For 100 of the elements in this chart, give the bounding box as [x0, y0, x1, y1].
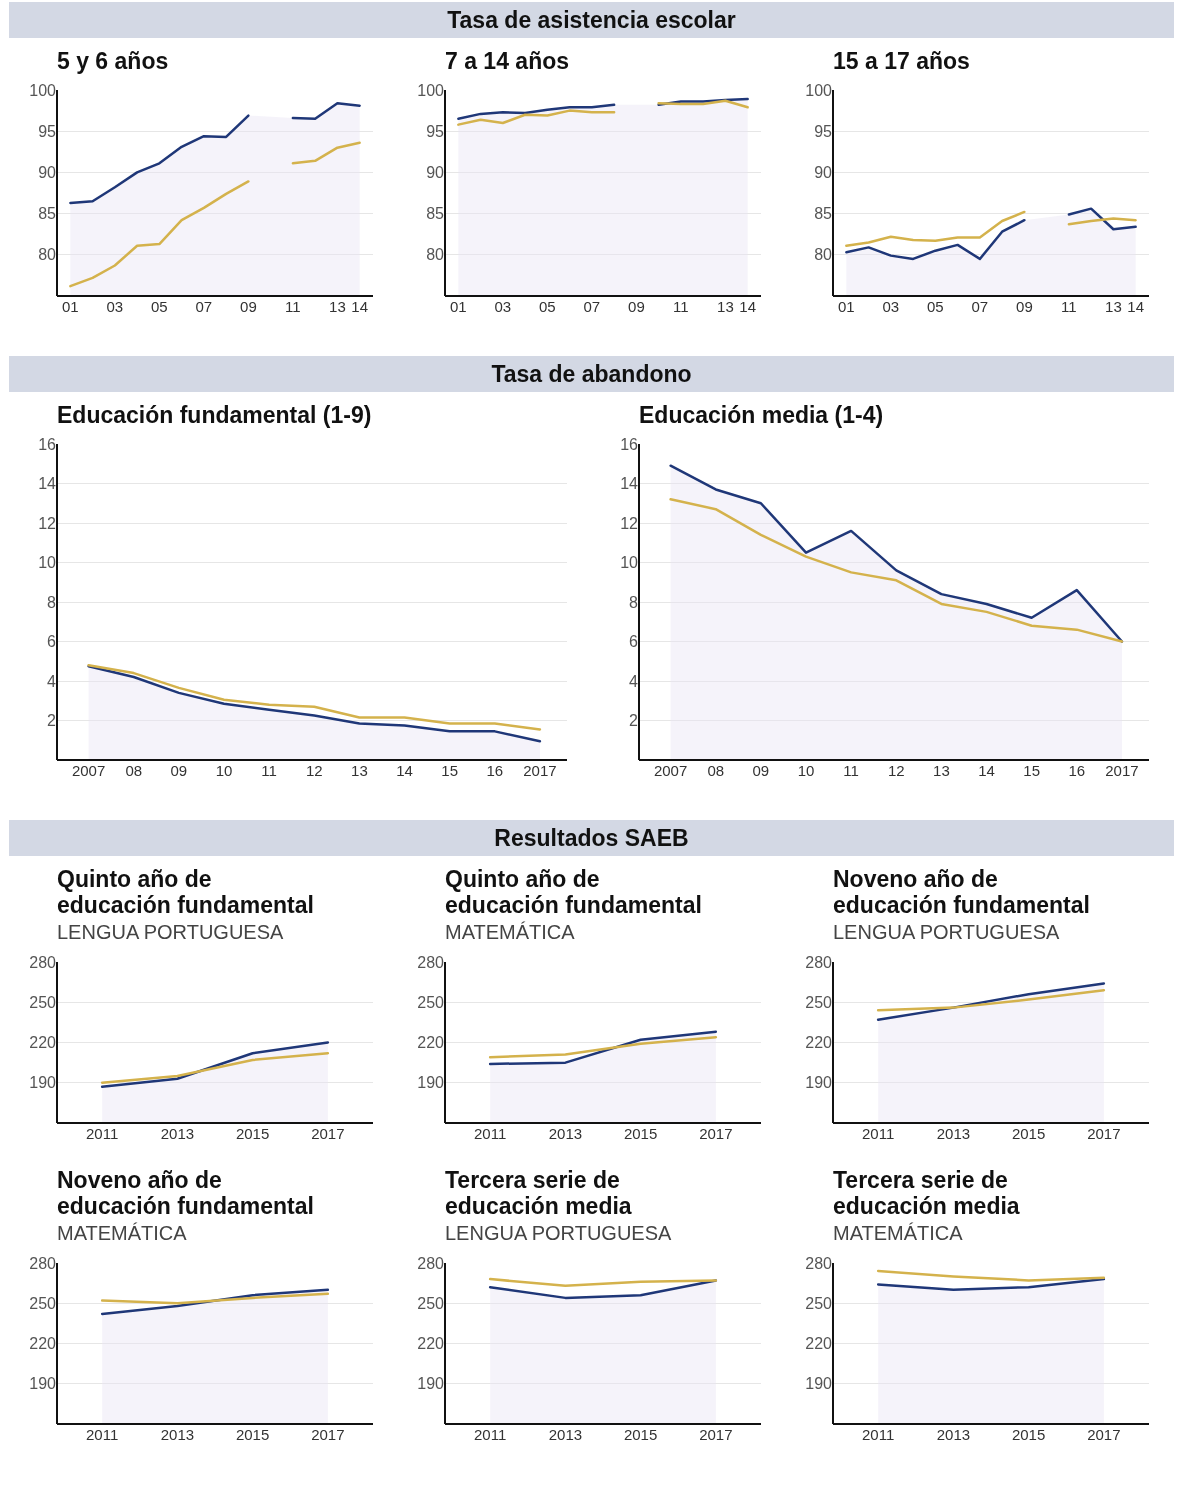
x-tick-label: 13 [329, 298, 346, 315]
x-tick-label: 2013 [548, 1426, 583, 1443]
y-tick-label: 10 [38, 554, 57, 572]
x-tick-label: 09 [170, 762, 188, 779]
line-series [87, 663, 542, 731]
y-tick-label: 90 [426, 164, 445, 181]
x-tick-label: 2017 [699, 1426, 733, 1443]
x-tick-label: 03 [494, 298, 512, 315]
x-tick-label: 2017 [1087, 1125, 1121, 1142]
x-tick-label: 05 [151, 298, 168, 315]
x-tick-label: 2013 [160, 1125, 195, 1142]
y-tick-label: 16 [38, 435, 57, 453]
x-tick-label: 2013 [936, 1426, 971, 1443]
x-tick-label: 08 [707, 762, 725, 779]
x-tick-label: 05 [539, 298, 556, 315]
y-tick-label: 2 [47, 712, 57, 730]
x-tick-label: 07 [195, 298, 213, 315]
x-tick-label: 11 [1061, 298, 1077, 315]
x-tick-label: 2015 [623, 1426, 658, 1443]
y-tick-label: 95 [38, 122, 57, 140]
y-tick-label: 90 [814, 164, 833, 181]
chart-subtitle: LENGUA PORTUGUESA [445, 1221, 673, 1246]
x-tick-label: 16 [486, 762, 504, 779]
y-tick-label: 280 [29, 1254, 57, 1272]
x-tick-label: 2015 [623, 1125, 658, 1142]
x-tick-label: 14 [978, 762, 995, 779]
y-tick-label: 280 [417, 953, 445, 971]
x-tick-label: 2017 [699, 1125, 733, 1142]
chart-subtitle: MATEMÁTICA [57, 1221, 188, 1246]
y-tick-label: 85 [814, 205, 833, 223]
y-tick-label: 190 [805, 1074, 833, 1092]
x-tick-label: 12 [305, 762, 323, 779]
x-tick-label: 14 [1127, 298, 1144, 315]
chart-subtitle: MATEMÁTICA [833, 1221, 964, 1246]
line-series [669, 498, 1124, 643]
x-tick-label: 11 [673, 298, 689, 315]
y-tick-label: 95 [814, 122, 833, 140]
y-tick-label: 220 [805, 1335, 833, 1353]
y-tick-label: 6 [629, 633, 639, 651]
chart-title: 15 a 17 años [833, 48, 971, 74]
chart-title: Tercera serie de educación media [445, 1167, 633, 1219]
x-tick-label: 07 [971, 298, 989, 315]
line-series [876, 988, 1106, 1012]
x-tick-label: 2007 [653, 762, 688, 779]
y-tick-label: 12 [620, 514, 639, 532]
line-series [100, 1292, 330, 1305]
y-tick-label: 280 [805, 953, 833, 971]
x-tick-label: 13 [1105, 298, 1122, 315]
text: Resultados SAEB [9, 820, 1174, 856]
line-series [100, 1051, 330, 1084]
y-tick-label: 8 [47, 593, 57, 611]
y-tick-label: 250 [29, 993, 57, 1011]
chart-title: Quinto año de educación fundamental [57, 866, 315, 918]
x-tick-label: 2015 [1011, 1125, 1046, 1142]
x-tick-label: 03 [882, 298, 900, 315]
x-tick-label: 08 [125, 762, 143, 779]
x-tick-label: 09 [752, 762, 770, 779]
x-tick-label: 01 [450, 298, 467, 315]
line-series [488, 1277, 718, 1288]
chart-title: Noveno año de educación fundamental [833, 866, 1091, 918]
y-tick-label: 80 [814, 246, 833, 264]
y-tick-label: 100 [805, 81, 833, 99]
x-tick-label: 14 [396, 762, 413, 779]
y-tick-label: 250 [417, 1294, 445, 1312]
x-tick-label: 15 [441, 762, 458, 779]
x-tick-label: 01 [838, 298, 855, 315]
y-tick-label: 85 [426, 205, 445, 223]
y-tick-label: 14 [38, 475, 57, 493]
y-tick-label: 10 [620, 554, 639, 572]
y-tick-label: 90 [38, 164, 57, 181]
x-tick-label: 11 [285, 298, 301, 315]
line-series [876, 1269, 1106, 1282]
chart-title: 7 a 14 años [445, 48, 571, 74]
x-tick-label: 2011 [862, 1426, 895, 1443]
x-tick-label: 2011 [86, 1125, 119, 1142]
chart-subtitle: LENGUA PORTUGUESA [833, 920, 1061, 945]
y-tick-label: 2 [629, 712, 639, 730]
y-tick-label: 80 [426, 246, 445, 264]
x-tick-label: 2011 [86, 1426, 119, 1443]
x-tick-label: 14 [351, 298, 368, 315]
y-tick-label: 250 [805, 1294, 833, 1312]
x-tick-label: 09 [240, 298, 257, 315]
y-tick-label: 190 [417, 1375, 445, 1393]
x-tick-label: 2015 [235, 1426, 270, 1443]
y-tick-label: 190 [417, 1074, 445, 1092]
y-tick-label: 220 [417, 1034, 445, 1052]
y-tick-label: 250 [805, 993, 833, 1011]
chart-title: 5 y 6 años [57, 48, 170, 74]
text: Tasa de abandono [9, 356, 1174, 392]
y-tick-label: 6 [47, 633, 57, 651]
y-tick-label: 220 [417, 1335, 445, 1353]
x-tick-label: 16 [1068, 762, 1086, 779]
x-tick-label: 15 [1023, 762, 1040, 779]
chart-title: Educación media (1-4) [639, 402, 885, 428]
x-tick-label: 2013 [936, 1125, 971, 1142]
x-tick-label: 11 [843, 762, 859, 779]
y-tick-label: 250 [417, 993, 445, 1011]
y-tick-label: 190 [29, 1074, 57, 1092]
y-tick-label: 14 [620, 475, 639, 493]
y-tick-label: 100 [29, 81, 57, 99]
